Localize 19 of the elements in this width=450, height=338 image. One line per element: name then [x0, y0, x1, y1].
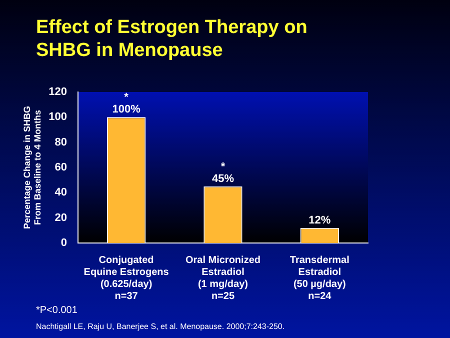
- x-tick-label: Transdermal Estradiol (50 µg/day) n=24: [290, 254, 350, 302]
- y-tick-label: 20: [54, 212, 67, 224]
- x-tick-label: Conjugated Equine Estrogens (0.625/day) n=37: [84, 254, 170, 302]
- data-label: 100%: [112, 104, 141, 116]
- data-label: 45%: [212, 172, 234, 185]
- y-tick-label: 40: [54, 186, 67, 199]
- y-tick-label: 100: [48, 111, 67, 124]
- x-tick-label: Oral Micronized Estradiol (1 mg/day) n=25: [185, 254, 260, 302]
- annotation: *: [220, 160, 226, 173]
- text: *P<0.001: [36, 305, 78, 316]
- data-label: 12%: [308, 214, 331, 226]
- y-tick-label: 80: [54, 136, 67, 148]
- y-tick-label: 60: [54, 162, 67, 174]
- annotation: *: [124, 92, 130, 104]
- y-axis-title: Percentage Change in SHBG From Baseline to 4 Months: [22, 106, 43, 230]
- text: Nachtigall LE, Raju U, Banerjee S, et al. Menopause. 2000;7:243-250.: [36, 322, 285, 331]
- y-tick-label: 120: [48, 86, 67, 98]
- chart-title: Effect of Estrogen Therapy on SHBG in Menopause: [36, 16, 308, 62]
- y-tick-label: 0: [60, 237, 67, 250]
